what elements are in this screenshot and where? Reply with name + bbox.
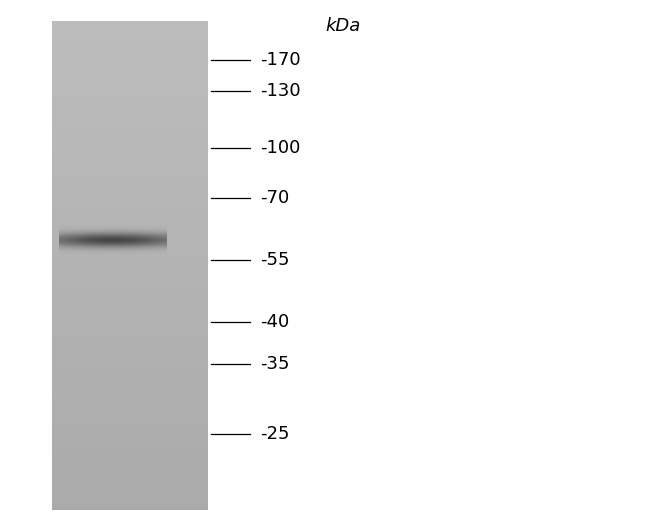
Text: -170: -170 (260, 51, 300, 69)
Text: -100: -100 (260, 139, 300, 157)
Text: kDa: kDa (325, 17, 360, 35)
Text: -130: -130 (260, 82, 300, 100)
Text: -25: -25 (260, 425, 289, 443)
Text: -55: -55 (260, 251, 289, 269)
Text: -35: -35 (260, 355, 289, 373)
Text: -70: -70 (260, 189, 289, 206)
Text: -40: -40 (260, 314, 289, 331)
